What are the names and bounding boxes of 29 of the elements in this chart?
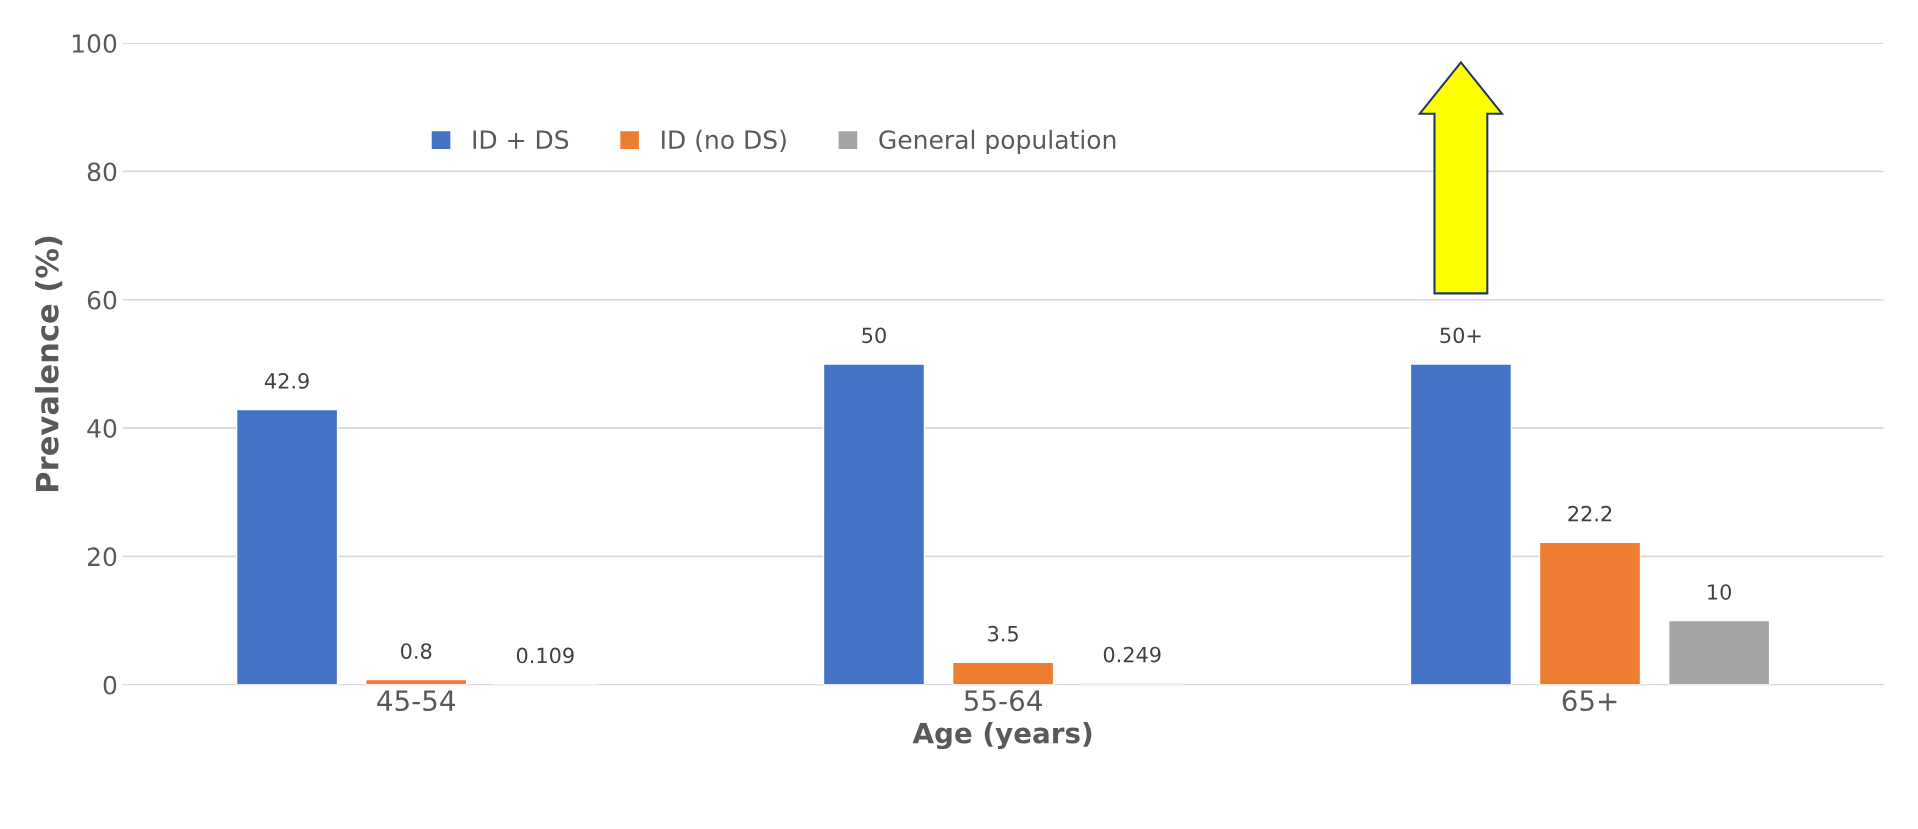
y-tick-label: 100: [72, 34, 117, 53]
data-label: 50: [862, 327, 886, 344]
bar: [1538, 541, 1642, 685]
data-label: 0.109: [516, 647, 574, 664]
bar: [822, 363, 926, 685]
x-tick-label: 55-64: [964, 690, 1042, 712]
legend-label: General population: [879, 129, 1116, 154]
y-axis-title: Prevalence (%): [35, 236, 63, 491]
x-tick-label: 45-54: [377, 690, 456, 712]
legend-label: ID (no DS): [662, 129, 786, 153]
y-tick-label: 80: [87, 162, 117, 182]
data-label: 50+: [1440, 327, 1481, 344]
legend-label: ID + DS: [473, 130, 569, 150]
bar: [1667, 619, 1771, 685]
data-label: 10: [1708, 584, 1732, 600]
y-tick-label: 0: [103, 675, 117, 695]
data-label: 0.249: [1103, 646, 1161, 663]
x-tick-label: 65+: [1562, 690, 1617, 712]
data-label: 22.2: [1568, 505, 1612, 522]
y-tick-label: 60: [87, 290, 117, 310]
bar: [235, 408, 339, 685]
bar: [1409, 363, 1513, 685]
bar: [951, 661, 1055, 685]
y-tick-label: 20: [87, 547, 117, 567]
x-axis-title: Age (years): [912, 722, 1092, 750]
y-tick-label: 40: [87, 419, 117, 438]
data-label: 0.8: [401, 643, 432, 659]
data-label: 3.5: [988, 625, 1018, 642]
data-label: 42.9: [264, 373, 309, 389]
